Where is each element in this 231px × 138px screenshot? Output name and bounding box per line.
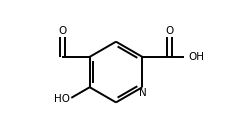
Text: OH: OH <box>188 52 204 62</box>
Text: HO: HO <box>54 94 70 104</box>
Text: O: O <box>165 26 173 36</box>
Text: N: N <box>139 88 146 98</box>
Text: O: O <box>58 26 66 36</box>
